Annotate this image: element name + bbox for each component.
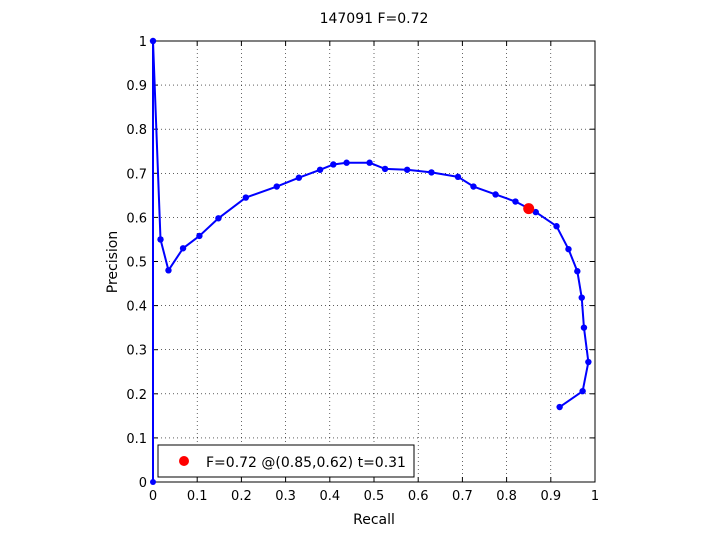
series-point [553,223,560,230]
series-point [532,208,539,216]
series-point [585,358,592,366]
series-point [150,479,156,485]
y-tick-label: 0.8 [126,123,147,138]
series-point [273,183,280,190]
x-tick-label: 0.3 [275,489,296,504]
legend-marker [179,456,189,466]
series-point [157,236,164,243]
x-tick-label: 0.4 [319,489,340,504]
series-point [330,161,337,168]
series-layer [149,37,592,485]
series-point [580,324,588,331]
x-tick-label: 0.5 [364,489,385,504]
series-point [454,173,462,181]
chart-title: 147091 F=0.72 [320,11,429,27]
y-tick-label: 0 [139,476,147,491]
y-tick-label: 0.9 [126,79,147,94]
grid [153,41,595,482]
x-tick-label: 0.7 [452,489,473,504]
x-tick-label: 1 [591,489,599,504]
series-point [295,174,303,181]
series-point [492,191,499,198]
series-point [565,245,572,253]
series-point [196,232,203,240]
series-point [215,215,222,222]
series-point [403,166,411,173]
best-f-marker [523,203,535,215]
legend-box [157,444,415,478]
x-tick-label: 0.2 [231,489,252,504]
y-tick-label: 0.1 [126,432,147,447]
series-point [242,194,250,201]
series-point [470,183,477,190]
x-tick-label: 0.1 [187,489,208,504]
series-point [316,166,324,173]
series-point [343,159,350,166]
x-tick-label: 0.6 [408,489,429,504]
series-point [574,268,581,275]
series-point [512,198,519,205]
series-point [149,37,157,45]
x-tick-label: 0 [149,489,157,504]
legend-label: F=0.72 @(0.85,0.62) t=0.31 [206,455,406,471]
series-point [556,403,563,411]
y-tick-label: 0.3 [126,344,147,359]
series-point [165,267,172,274]
series-point [381,165,389,173]
series-point [579,387,586,395]
x-tick-label: 0.9 [540,489,561,504]
series-point [179,245,187,252]
y-tick-label: 0.2 [126,388,147,403]
legend: F=0.72 @(0.85,0.62) t=0.31 [157,444,415,478]
y-axis-label: Precision [105,231,121,293]
y-tick-label: 0.5 [126,256,147,271]
x-axis-label: Recall [353,512,395,528]
series-point [428,169,435,176]
y-tick-label: 0.7 [126,167,147,182]
y-tick-label: 0.6 [126,211,147,226]
y-tick-label: 1 [139,35,147,50]
axes-ticks: 0 0.1 0.2 0.3 0.4 0.5 0.6 0.7 0.8 0.9 1 0 0.1 0.2 0.3 0… [126,35,599,504]
series-point [578,294,585,301]
series-point [366,159,373,166]
x-tick-label: 0.8 [496,489,517,504]
y-tick-label: 0.4 [126,300,147,315]
series-line [152,40,590,408]
